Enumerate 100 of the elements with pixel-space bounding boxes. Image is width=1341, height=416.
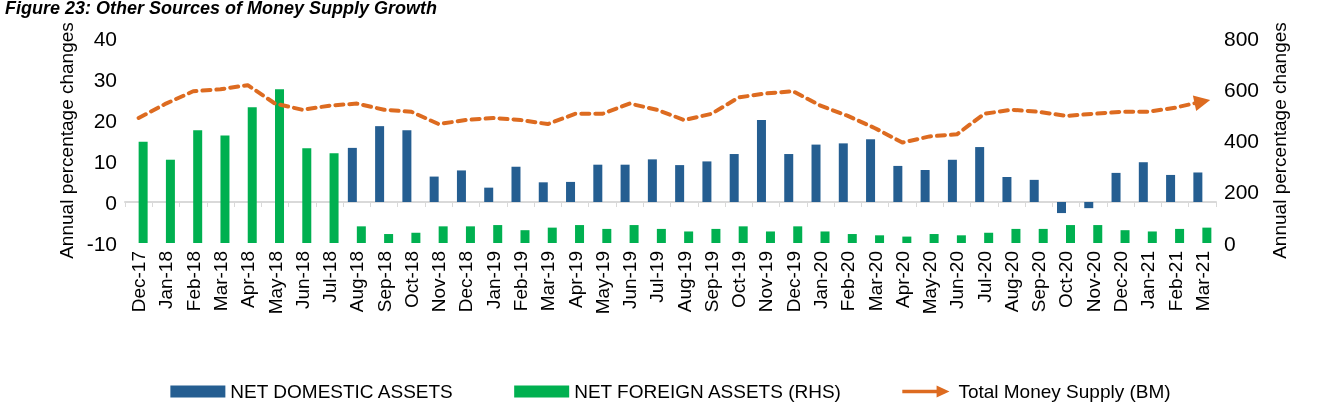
bar [247, 107, 257, 243]
legend-label: Total Money Supply (BM) [958, 381, 1171, 402]
bar [566, 181, 576, 202]
bar [702, 161, 712, 202]
x-tick-label: Dec-18 [455, 251, 477, 313]
bar [902, 236, 912, 243]
bar [1202, 227, 1212, 243]
bar [784, 154, 794, 202]
legend-label: NET FOREIGN ASSETS (RHS) [574, 381, 841, 402]
x-tick-label: Jul-20 [973, 251, 995, 303]
bar [575, 225, 585, 243]
x-tick-label: May-20 [919, 251, 941, 315]
bar [511, 166, 521, 202]
x-tick-label: Jan-20 [810, 251, 832, 310]
bar [756, 120, 766, 202]
bar [538, 182, 548, 202]
x-tick-label: Jun-18 [291, 251, 313, 310]
bar [947, 159, 957, 202]
x-tick-label: Jan-21 [1137, 251, 1159, 310]
bar [675, 165, 685, 202]
y-tick-label: 30 [93, 67, 117, 91]
x-tick-label: Mar-19 [537, 251, 559, 312]
bar [847, 234, 857, 243]
x-tick-label: Dec-17 [128, 251, 150, 313]
y2-tick-label: 800 [1224, 26, 1260, 50]
x-tick-label: Apr-18 [237, 251, 259, 309]
bar [1175, 228, 1185, 243]
x-tick-label: Nov-20 [1082, 251, 1104, 313]
bar [429, 176, 439, 202]
bar [738, 226, 748, 243]
x-tick-label: Nov-19 [755, 251, 777, 313]
bar [1056, 202, 1066, 214]
x-tick-label: Sep-18 [373, 251, 395, 313]
bar [193, 130, 203, 243]
bar [1111, 172, 1121, 202]
bar [811, 144, 821, 202]
bar [402, 130, 412, 202]
x-tick-label: Jul-19 [646, 251, 668, 303]
bar [929, 234, 939, 243]
legend-label: NET DOMESTIC ASSETS [230, 381, 453, 402]
y-tick-label: 0 [105, 190, 117, 214]
y-tick-label: 20 [93, 108, 117, 132]
y2-tick-label: 0 [1224, 231, 1236, 255]
chart-title: Figure 23: Other Sources of Money Supply Growth [5, 0, 438, 18]
x-tick-label: Oct-19 [728, 251, 750, 309]
bar [411, 232, 421, 243]
x-tick-label: Sep-19 [700, 251, 722, 313]
bar [1011, 228, 1021, 243]
x-tick-label: May-18 [264, 251, 286, 315]
bar [647, 159, 657, 202]
bar [629, 225, 639, 243]
x-tick-label: Dec-19 [782, 251, 804, 313]
bar [438, 226, 448, 243]
bar [602, 228, 612, 243]
x-tick-label: Feb-20 [837, 251, 859, 312]
bar [138, 141, 148, 243]
bar [547, 227, 557, 243]
x-tick-label: Oct-20 [1055, 251, 1077, 309]
y-tick-label: 10 [93, 149, 117, 173]
bar [620, 164, 630, 202]
bar [956, 235, 966, 243]
x-tick-label: Jan-19 [482, 251, 504, 310]
bar [456, 170, 466, 202]
x-tick-label: Feb-18 [182, 251, 204, 312]
bar [1084, 202, 1094, 209]
bar [793, 226, 803, 243]
x-tick-label: Jan-18 [155, 251, 177, 310]
y-tick-label: 40 [93, 26, 117, 50]
bar [220, 135, 230, 243]
bar [866, 139, 876, 202]
x-tick-label: Jul-18 [319, 251, 341, 303]
x-tick-label: Aug-18 [346, 251, 368, 313]
bar [465, 226, 475, 243]
bar [1065, 225, 1075, 243]
x-tick-label: Mar-18 [209, 251, 231, 312]
bar [1038, 228, 1048, 243]
y-tick-label: -10 [86, 231, 117, 255]
x-tick-label: Mar-20 [864, 251, 886, 312]
y2-tick-label: 600 [1224, 77, 1260, 101]
x-tick-label: Aug-20 [1000, 251, 1022, 313]
bar [275, 89, 285, 243]
bar [1093, 225, 1103, 243]
x-tick-label: Feb-19 [509, 251, 531, 312]
bar [1147, 231, 1157, 243]
bar [875, 235, 885, 243]
x-tick-label: Apr-19 [564, 251, 586, 309]
bar [820, 231, 830, 243]
bar [1166, 174, 1176, 202]
bar [302, 148, 312, 243]
bar [493, 225, 503, 243]
bar [984, 232, 994, 243]
x-tick-label: Jun-19 [619, 251, 641, 310]
x-tick-label: Jun-20 [946, 251, 968, 310]
y2-axis-title: Annual percentage changes [1268, 22, 1290, 259]
bar [838, 143, 848, 202]
y2-tick-label: 200 [1224, 180, 1260, 204]
x-tick-label: May-19 [591, 251, 613, 315]
bar [656, 228, 666, 243]
bar [729, 154, 739, 202]
x-tick-label: Nov-18 [428, 251, 450, 313]
